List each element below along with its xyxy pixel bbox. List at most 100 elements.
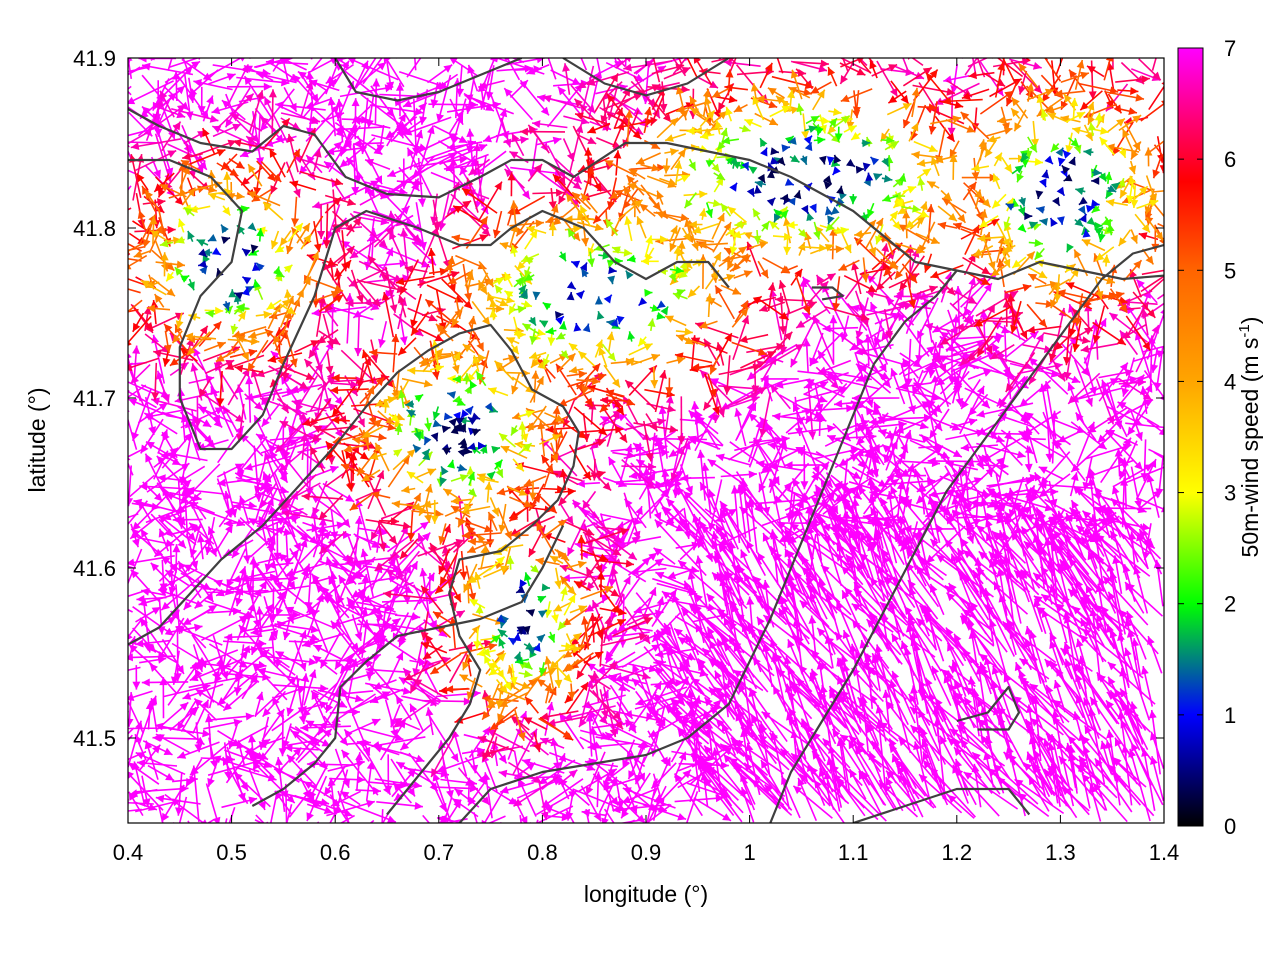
wind-vector-head (682, 769, 691, 779)
wind-vector-head (1081, 735, 1090, 745)
wind-vector (255, 814, 265, 823)
wind-vector-head (176, 85, 185, 95)
wind-vector-head (830, 764, 839, 774)
wind-vector-head (771, 653, 779, 662)
wind-vector-head (253, 619, 261, 628)
wind-vector (152, 58, 156, 61)
wind-vector (771, 730, 791, 810)
wind-vector (1026, 625, 1042, 684)
wind-vector-head (161, 601, 170, 611)
wind-vector-head (979, 653, 988, 662)
wind-vector-head (108, 362, 116, 370)
wind-vector-head (697, 449, 705, 459)
wind-vector (300, 725, 351, 729)
wind-vector (721, 504, 751, 554)
wind-vector (829, 764, 887, 822)
wind-vector-head (1063, 533, 1072, 543)
wind-vector (245, 574, 260, 629)
wind-vector-head (144, 413, 154, 421)
wind-vector (603, 808, 615, 823)
wind-vector (1075, 663, 1120, 725)
wind-vector-head (1051, 439, 1059, 449)
wind-vector (360, 93, 407, 131)
wind-vector-head (737, 684, 746, 694)
wind-vector-head (415, 129, 424, 139)
wind-vector-head (981, 399, 990, 409)
wind-vector-head (699, 520, 707, 530)
wind-vector-head (601, 817, 609, 823)
wind-vector (733, 763, 781, 810)
wind-vector-head (601, 822, 603, 823)
wind-vector (914, 741, 933, 807)
wind-vector-head (394, 733, 404, 742)
wind-vector-head (110, 96, 119, 104)
wind-vector-head (658, 48, 667, 56)
wind-vector-head (211, 49, 220, 57)
wind-vector-head (419, 568, 428, 577)
wind-vector-head (248, 501, 257, 510)
wind-vector-head (886, 473, 895, 482)
wind-vector-head (653, 511, 662, 521)
wind-vector-head (926, 346, 936, 355)
wind-vector-head (526, 67, 536, 75)
wind-vector-head (908, 405, 916, 414)
wind-vector-head (415, 754, 425, 763)
wind-vector-head (577, 833, 585, 842)
wind-vector-head (1150, 756, 1158, 765)
wind-vector-head (248, 734, 256, 743)
wind-vector (793, 570, 819, 615)
wind-vector-head (138, 58, 147, 63)
wind-vector (285, 783, 288, 823)
wind-vector-head (1161, 505, 1164, 513)
wind-vector-head (941, 24, 949, 33)
wind-vector-head (194, 668, 203, 678)
wind-vector-head (96, 672, 105, 680)
wind-vector (1044, 658, 1082, 700)
wind-vector (877, 720, 886, 787)
wind-vector-head (852, 471, 861, 479)
wind-vector-head (946, 592, 956, 602)
wind-vector (128, 608, 133, 613)
wind-vector-head (787, 666, 796, 675)
wind-vector-head (171, 843, 179, 852)
wind-vector (1018, 430, 1065, 458)
wind-vector (224, 749, 272, 768)
wind-vector-head (846, 404, 855, 413)
wind-vector (1006, 618, 1046, 683)
wind-vector (192, 765, 200, 822)
wind-vector-head (996, 516, 1005, 524)
wind-vector (128, 727, 135, 735)
wind-vector-head (275, 607, 284, 617)
wind-vector (395, 58, 398, 59)
wind-vector (337, 790, 350, 823)
wind-vector-head (265, 834, 273, 843)
wind-vector-head (963, 550, 972, 559)
wind-vector (895, 461, 912, 508)
wind-vector-head (143, 846, 152, 855)
wind-vector (182, 58, 188, 70)
wind-vector (717, 691, 752, 735)
wind-vector-head (161, 556, 171, 565)
wind-vector-head (903, 524, 912, 533)
wind-vector-head (746, 596, 755, 605)
wind-vector (940, 668, 1003, 720)
wind-vector (871, 652, 909, 726)
wind-vector (253, 445, 260, 502)
wind-vector (685, 791, 699, 823)
wind-vector-head (110, 808, 118, 816)
wind-vector-head (1090, 697, 1098, 706)
wind-vector-head (454, 788, 464, 797)
wind-vector (131, 388, 153, 442)
wind-vector (786, 683, 807, 760)
wind-vector (150, 58, 156, 62)
wind-vector-head (233, 687, 242, 696)
wind-vector (711, 555, 758, 594)
wind-vector-head (565, 22, 572, 31)
wind-vector-head (109, 376, 118, 384)
wind-vector-head (279, 486, 289, 494)
wind-vector-head (347, 828, 355, 837)
wind-vector-head (477, 835, 485, 844)
wind-vector-head (687, 689, 695, 698)
wind-vector-head (395, 82, 404, 91)
wind-vector-head (216, 11, 223, 20)
